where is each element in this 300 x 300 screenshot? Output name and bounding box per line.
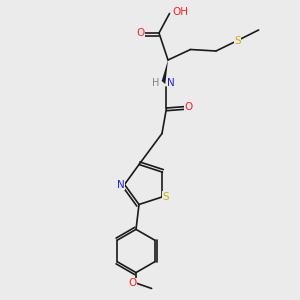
Text: O: O xyxy=(136,28,144,38)
Text: O: O xyxy=(128,278,136,288)
Text: H: H xyxy=(152,77,160,88)
Text: OH: OH xyxy=(172,7,188,17)
Text: S: S xyxy=(163,192,169,202)
Text: N: N xyxy=(167,77,175,88)
Text: O: O xyxy=(185,101,193,112)
Text: N: N xyxy=(117,179,125,190)
Polygon shape xyxy=(162,60,168,84)
Text: S: S xyxy=(234,35,241,46)
